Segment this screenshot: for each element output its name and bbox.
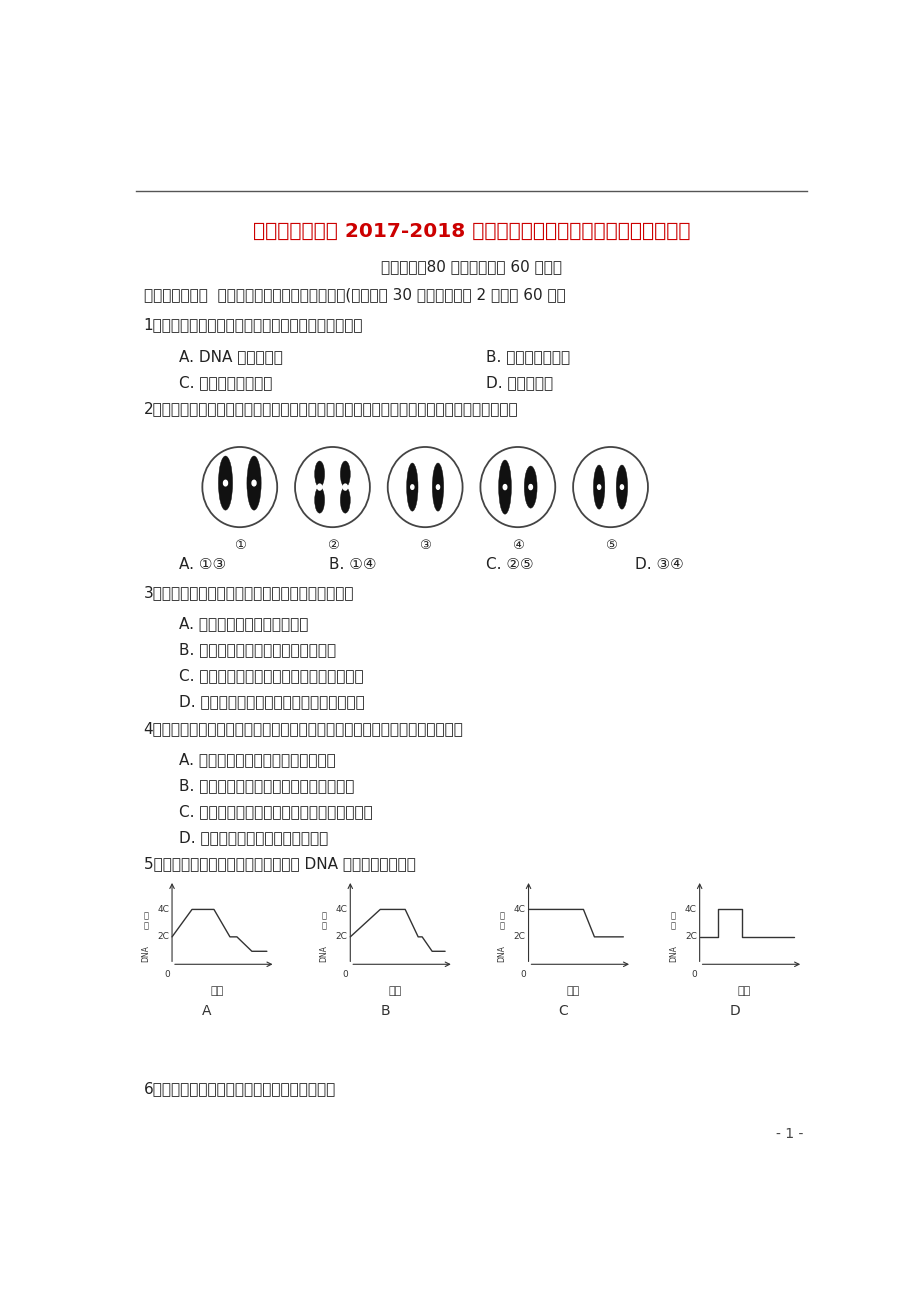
Text: DNA: DNA xyxy=(668,945,677,962)
Text: 4C: 4C xyxy=(335,905,347,914)
Text: 2C: 2C xyxy=(684,932,696,941)
Text: 时期: 时期 xyxy=(566,987,580,996)
Ellipse shape xyxy=(528,484,532,490)
Text: A. DNA 分子的复制: A. DNA 分子的复制 xyxy=(179,349,283,363)
Text: C. 染色质形成染色体: C. 染色质形成染色体 xyxy=(179,375,272,389)
Ellipse shape xyxy=(410,484,414,490)
Text: 4C: 4C xyxy=(513,905,525,914)
Text: D. 着丝点分裂: D. 着丝点分裂 xyxy=(485,375,552,389)
Text: 含
量: 含 量 xyxy=(143,911,148,931)
Text: A. 减数分裂过程中细胞连续分裂两次: A. 减数分裂过程中细胞连续分裂两次 xyxy=(179,751,335,767)
Ellipse shape xyxy=(218,456,233,510)
Text: - 1 -: - 1 - xyxy=(775,1126,802,1141)
Ellipse shape xyxy=(436,484,439,490)
Text: C. 精（卵）细胞的染色体数目为体细胞的一半: C. 精（卵）细胞的染色体数目为体细胞的一半 xyxy=(179,803,372,819)
Text: ①: ① xyxy=(233,539,245,552)
Text: 4C: 4C xyxy=(157,905,169,914)
Text: 含
量: 含 量 xyxy=(670,911,675,931)
Text: A. 受精卵是具有全能性的细胞: A. 受精卵是具有全能性的细胞 xyxy=(179,616,308,631)
Text: 4C: 4C xyxy=(684,905,696,914)
Text: ⑤: ⑤ xyxy=(604,539,616,552)
Text: 含
量: 含 量 xyxy=(321,911,326,931)
Ellipse shape xyxy=(340,461,350,487)
Text: DNA: DNA xyxy=(497,945,506,962)
Ellipse shape xyxy=(246,456,261,510)
Text: DNA: DNA xyxy=(319,945,328,962)
Text: 0: 0 xyxy=(691,970,697,979)
Ellipse shape xyxy=(223,480,227,486)
Text: 时期: 时期 xyxy=(210,987,223,996)
Text: 0: 0 xyxy=(164,970,170,979)
Text: 时期: 时期 xyxy=(388,987,402,996)
Text: 4．减数分裂对生物的生殖、遗传和变异有着重要作用，下列相关叙述错误的是: 4．减数分裂对生物的生殖、遗传和变异有着重要作用，下列相关叙述错误的是 xyxy=(143,721,463,736)
Text: D. ③④: D. ③④ xyxy=(635,557,684,573)
Ellipse shape xyxy=(593,465,604,509)
Text: 2C: 2C xyxy=(157,932,169,941)
Text: D: D xyxy=(729,1004,739,1018)
Text: 试卷总分：80 分。考试时间 60 分钟。: 试卷总分：80 分。考试时间 60 分钟。 xyxy=(380,259,562,275)
Text: 3．下列有关受精卵和受精作用的叙述中，错误的是: 3．下列有关受精卵和受精作用的叙述中，错误的是 xyxy=(143,586,354,600)
Ellipse shape xyxy=(314,461,324,487)
Ellipse shape xyxy=(503,484,506,490)
Text: 2．下图是某种生物的精细胞，根据图中染色体类型和数目，则来自同一个次级精母细胞的是: 2．下图是某种生物的精细胞，根据图中染色体类型和数目，则来自同一个次级精母细胞的… xyxy=(143,401,517,415)
Text: A: A xyxy=(202,1004,211,1018)
Text: 一、单项选择题  每小题只有一个选项最符合题意(本题包括 30 小题，每小题 2 分，共 60 分）: 一、单项选择题 每小题只有一个选项最符合题意(本题包括 30 小题，每小题 2 … xyxy=(143,288,564,302)
Text: 2C: 2C xyxy=(513,932,525,941)
Text: B: B xyxy=(380,1004,390,1018)
Text: A. ①③: A. ①③ xyxy=(179,557,226,573)
Ellipse shape xyxy=(596,484,600,490)
Ellipse shape xyxy=(616,465,627,509)
Ellipse shape xyxy=(314,487,324,513)
Text: 1．减数分裂与有丝分裂相比，减数分裂特有的变化是: 1．减数分裂与有丝分裂相比，减数分裂特有的变化是 xyxy=(143,318,363,332)
Text: C. 受精作用与精子和卵细胞的相互识别无关: C. 受精作用与精子和卵细胞的相互识别无关 xyxy=(179,668,363,684)
Text: C: C xyxy=(558,1004,568,1018)
Ellipse shape xyxy=(432,464,443,512)
Text: DNA: DNA xyxy=(141,945,150,962)
Ellipse shape xyxy=(343,484,347,490)
Ellipse shape xyxy=(317,484,322,490)
Text: D. 受精过程中精子和卵细胞的结合是随机的: D. 受精过程中精子和卵细胞的结合是随机的 xyxy=(179,694,365,710)
Text: 时期: 时期 xyxy=(737,987,751,996)
Text: 6．下列有关人类的性状中，属于相对性状的是: 6．下列有关人类的性状中，属于相对性状的是 xyxy=(143,1082,335,1096)
Text: ④: ④ xyxy=(511,539,523,552)
Ellipse shape xyxy=(498,460,511,514)
Text: B. ①④: B. ①④ xyxy=(329,557,376,573)
Text: 含
量: 含 量 xyxy=(499,911,505,931)
Text: ②: ② xyxy=(326,539,338,552)
Ellipse shape xyxy=(252,480,255,486)
Text: 0: 0 xyxy=(520,970,526,979)
Ellipse shape xyxy=(619,484,623,490)
Text: D. 减数分裂过程中染色体复制两次: D. 减数分裂过程中染色体复制两次 xyxy=(179,829,328,845)
Text: 2C: 2C xyxy=(335,932,347,941)
Ellipse shape xyxy=(406,464,417,512)
Ellipse shape xyxy=(340,487,350,513)
Text: B. 受精卵中的染色体一半来自卵细胞: B. 受精卵中的染色体一半来自卵细胞 xyxy=(179,642,336,658)
Ellipse shape xyxy=(524,466,537,508)
Text: B. 同源染色体分离发生在减数第一次分裂: B. 同源染色体分离发生在减数第一次分裂 xyxy=(179,777,354,793)
Text: 0: 0 xyxy=(342,970,347,979)
Text: B. 同源染色体联会: B. 同源染色体联会 xyxy=(485,349,569,363)
Text: C. ②⑤: C. ②⑤ xyxy=(485,557,533,573)
Text: 江苏省涟水中学 2017-2018 学年高一生物下学期第一次模拟考试试题: 江苏省涟水中学 2017-2018 学年高一生物下学期第一次模拟考试试题 xyxy=(253,221,689,241)
Text: 5．下列可表示减数分裂过程中细胞核 DNA 含量变化的曲线是: 5．下列可表示减数分裂过程中细胞核 DNA 含量变化的曲线是 xyxy=(143,855,415,871)
Text: ③: ③ xyxy=(419,539,431,552)
